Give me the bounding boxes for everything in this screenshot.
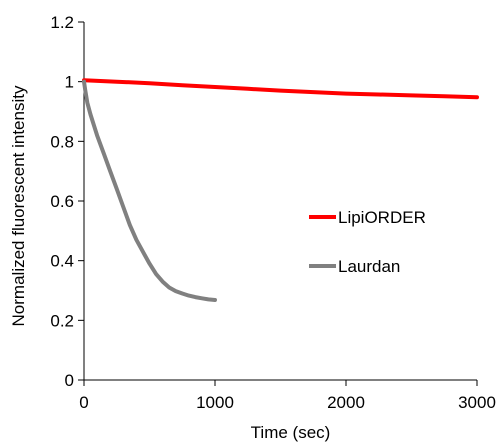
y-tick-label: 0.4 bbox=[50, 252, 74, 271]
x-tick-label: 2000 bbox=[327, 393, 365, 412]
x-tick-label: 0 bbox=[79, 393, 88, 412]
y-tick-label: 0.6 bbox=[50, 192, 74, 211]
y-tick-label: 0.2 bbox=[50, 311, 74, 330]
axes bbox=[83, 22, 477, 381]
x-tick-label: 1000 bbox=[196, 393, 234, 412]
legend-label: Laurdan bbox=[338, 257, 400, 276]
x-ticks: 0 1000 2000 3000 bbox=[79, 380, 496, 412]
y-tick-label: 0 bbox=[65, 371, 74, 390]
legend: LipiORDER Laurdan bbox=[309, 208, 426, 276]
y-tick-label: 1 bbox=[65, 73, 74, 92]
legend-label: LipiORDER bbox=[338, 208, 426, 227]
y-tick-label: 1.2 bbox=[50, 13, 74, 32]
x-axis-label: Time (sec) bbox=[251, 423, 331, 442]
y-ticks: 0 0.2 0.4 0.6 0.8 1 1.2 bbox=[50, 13, 84, 390]
x-tick-label: 3000 bbox=[458, 393, 496, 412]
series-layer bbox=[82, 78, 479, 302]
series-line-lipiorder bbox=[82, 78, 479, 100]
y-tick-label: 0.8 bbox=[50, 132, 74, 151]
y-axis-label: Normalized fluorescent intensity bbox=[9, 85, 28, 326]
series-line-laurdan bbox=[82, 79, 217, 302]
